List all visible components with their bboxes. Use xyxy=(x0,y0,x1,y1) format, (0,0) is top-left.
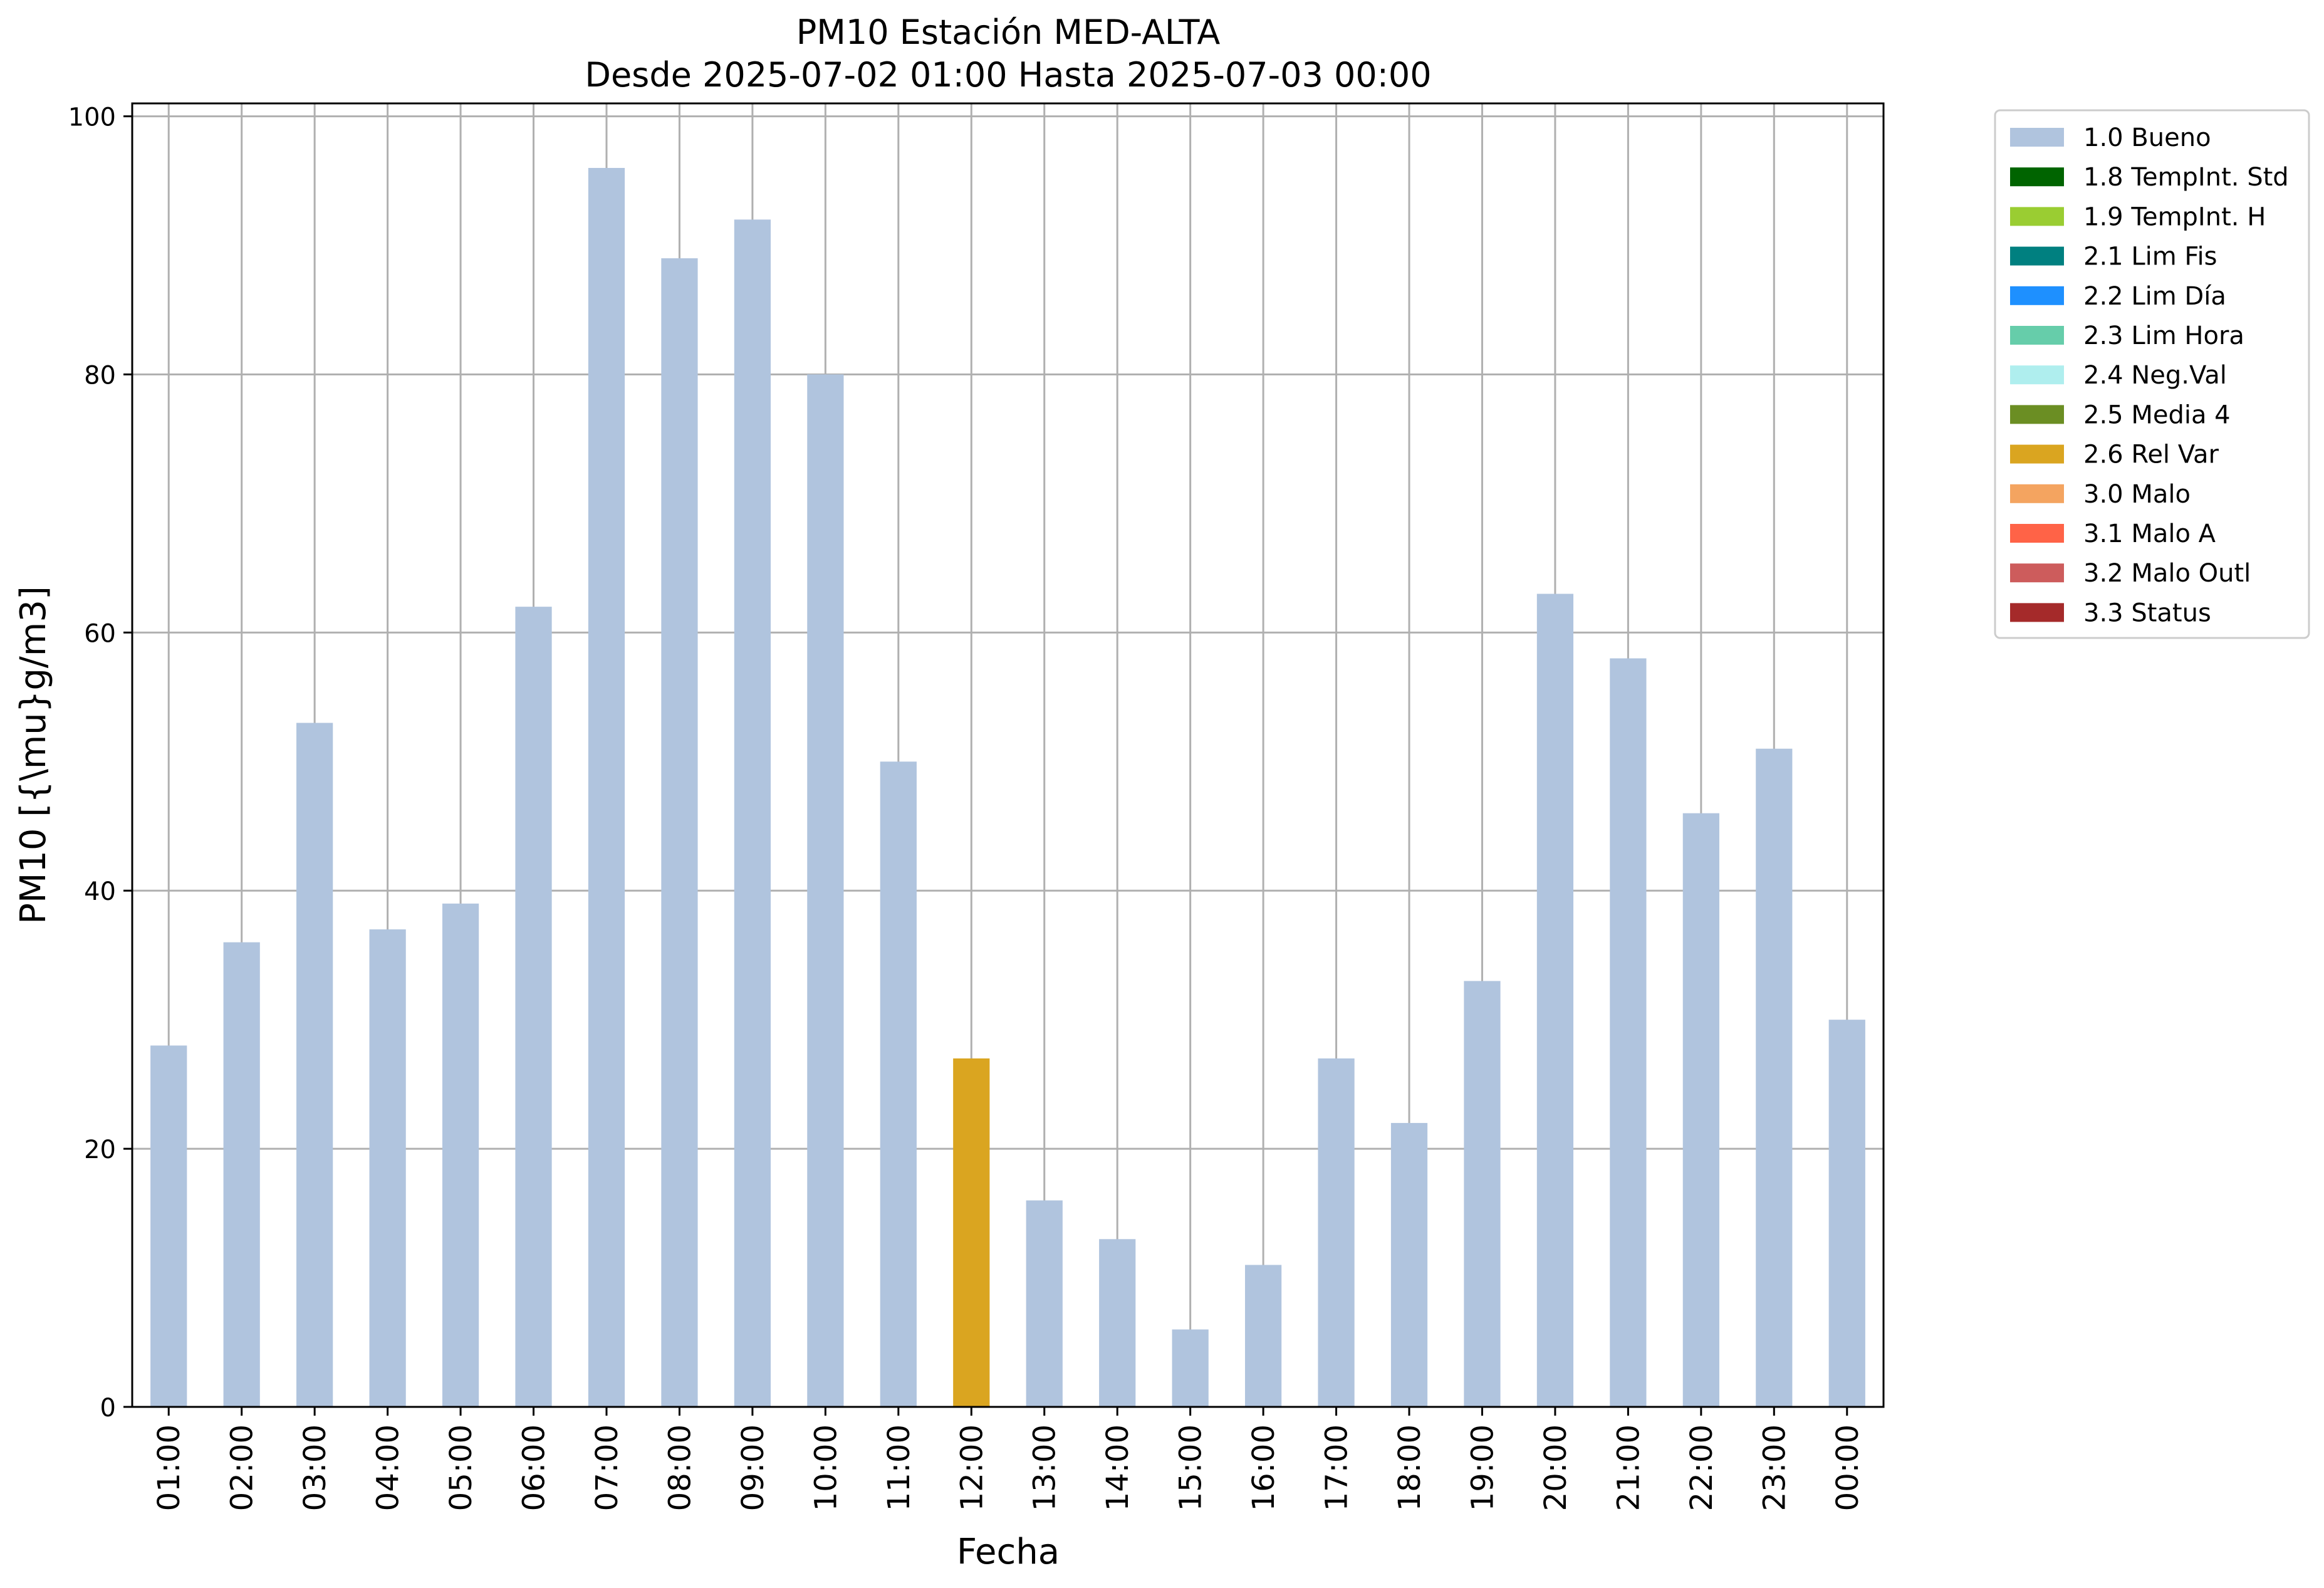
legend-swatch xyxy=(2010,326,2064,345)
legend-label: 2.5 Media 4 xyxy=(2083,400,2231,429)
legend-swatch xyxy=(2010,405,2064,424)
x-tick-label: 05:00 xyxy=(444,1424,479,1511)
chart-subtitle: Desde 2025-07-02 01:00 Hasta 2025-07-03 … xyxy=(585,55,1431,95)
bar xyxy=(1099,1239,1136,1407)
bar xyxy=(296,723,333,1407)
bar xyxy=(1464,981,1501,1407)
bar xyxy=(1756,748,1793,1407)
bar xyxy=(734,219,771,1407)
bar xyxy=(588,167,625,1407)
legend-label: 2.4 Neg.Val xyxy=(2083,361,2227,390)
x-tick-label: 04:00 xyxy=(371,1424,406,1511)
x-tick-label: 19:00 xyxy=(1465,1424,1500,1511)
y-tick-label: 60 xyxy=(84,619,116,648)
legend-label: 3.1 Malo A xyxy=(2083,520,2216,548)
chart-title: PM10 Estación MED-ALTA xyxy=(796,13,1221,52)
x-tick-label: 06:00 xyxy=(517,1424,552,1511)
legend-swatch xyxy=(2010,524,2064,543)
legend-label: 2.6 Rel Var xyxy=(2083,441,2219,469)
bar xyxy=(953,1058,990,1407)
bar xyxy=(1026,1200,1063,1407)
x-tick-label: 07:00 xyxy=(590,1424,625,1511)
legend-swatch xyxy=(2010,207,2064,226)
x-tick-label: 00:00 xyxy=(1830,1424,1865,1511)
y-tick-label: 100 xyxy=(68,103,116,132)
y-tick-label: 80 xyxy=(84,361,116,390)
legend-label: 1.8 TempInt. Std xyxy=(2083,163,2289,192)
x-tick-label: 21:00 xyxy=(1611,1424,1646,1511)
bars xyxy=(150,167,1865,1408)
plot-frame xyxy=(131,102,1885,1408)
legend-swatch xyxy=(2010,167,2064,187)
legend-label: 1.0 Bueno xyxy=(2083,123,2211,152)
bar xyxy=(1244,1265,1282,1407)
x-tick-label: 18:00 xyxy=(1392,1424,1427,1511)
x-tick-label: 14:00 xyxy=(1100,1424,1135,1511)
x-tick-label: 17:00 xyxy=(1320,1424,1355,1511)
legend-label: 2.1 Lim Fis xyxy=(2083,243,2217,271)
x-tick-label: 12:00 xyxy=(954,1424,989,1511)
legend-label: 3.0 Malo xyxy=(2083,480,2191,509)
x-tick-label: 22:00 xyxy=(1684,1424,1719,1511)
legend-swatch xyxy=(2010,365,2064,385)
x-tick-label: 10:00 xyxy=(808,1424,843,1511)
x-tick-label: 23:00 xyxy=(1757,1424,1792,1511)
bar xyxy=(1610,658,1647,1407)
legend-swatch xyxy=(2010,484,2064,503)
legend-label: 2.2 Lim Día xyxy=(2083,282,2226,311)
x-tick-label: 11:00 xyxy=(882,1424,917,1511)
bar xyxy=(150,1045,187,1407)
legend-frame xyxy=(1994,109,2310,639)
x-axis-ticks: 01:00 02:00 03:00 04:00 05:00 06:00 07:00 08:00… xyxy=(152,1407,1865,1511)
legend-swatch xyxy=(2010,128,2064,147)
legend-swatch xyxy=(2010,603,2064,622)
y-tick-label: 40 xyxy=(84,877,116,906)
legend-label: 2.3 Lim Hora xyxy=(2083,321,2244,350)
y-axis-ticks: 0 20 40 60 80 100 xyxy=(68,103,132,1423)
x-tick-label: 09:00 xyxy=(736,1424,771,1511)
x-tick-label: 13:00 xyxy=(1028,1424,1063,1511)
y-tick-label: 0 xyxy=(100,1394,116,1423)
bar xyxy=(515,607,552,1407)
legend-swatch xyxy=(2010,444,2064,464)
x-tick-label: 15:00 xyxy=(1174,1424,1209,1511)
x-tick-label: 03:00 xyxy=(298,1424,333,1511)
x-tick-label: 02:00 xyxy=(225,1424,260,1511)
legend-swatch xyxy=(2010,286,2064,305)
legend-swatch xyxy=(2010,563,2064,583)
bar xyxy=(661,258,698,1408)
bar xyxy=(442,903,479,1407)
x-tick-label: 20:00 xyxy=(1538,1424,1573,1511)
x-tick-label: 01:00 xyxy=(152,1424,187,1511)
y-axis-label: PM10 [{\mu}g/m3] xyxy=(13,586,54,924)
legend: 1.0 Bueno 1.8 TempInt. Std 1.9 TempInt. H 2… xyxy=(1994,109,2310,639)
bar xyxy=(1828,1020,1865,1407)
bar xyxy=(223,942,260,1407)
legend-label: 3.3 Status xyxy=(2083,598,2211,627)
bar xyxy=(369,929,406,1407)
legend-label: 3.2 Malo Outl xyxy=(2083,559,2251,588)
legend-label: 1.9 TempInt. H xyxy=(2083,202,2266,231)
bar xyxy=(1390,1122,1428,1407)
legend-swatch xyxy=(2010,246,2064,266)
bar xyxy=(807,374,844,1407)
bar xyxy=(1318,1058,1355,1407)
x-tick-label: 16:00 xyxy=(1246,1424,1281,1511)
bar xyxy=(1682,813,1719,1407)
bar xyxy=(1536,593,1574,1408)
bar xyxy=(880,761,917,1407)
x-axis-label: Fecha xyxy=(957,1532,1060,1572)
y-tick-label: 20 xyxy=(84,1136,116,1164)
bar xyxy=(1172,1329,1209,1407)
x-tick-label: 08:00 xyxy=(662,1424,697,1511)
